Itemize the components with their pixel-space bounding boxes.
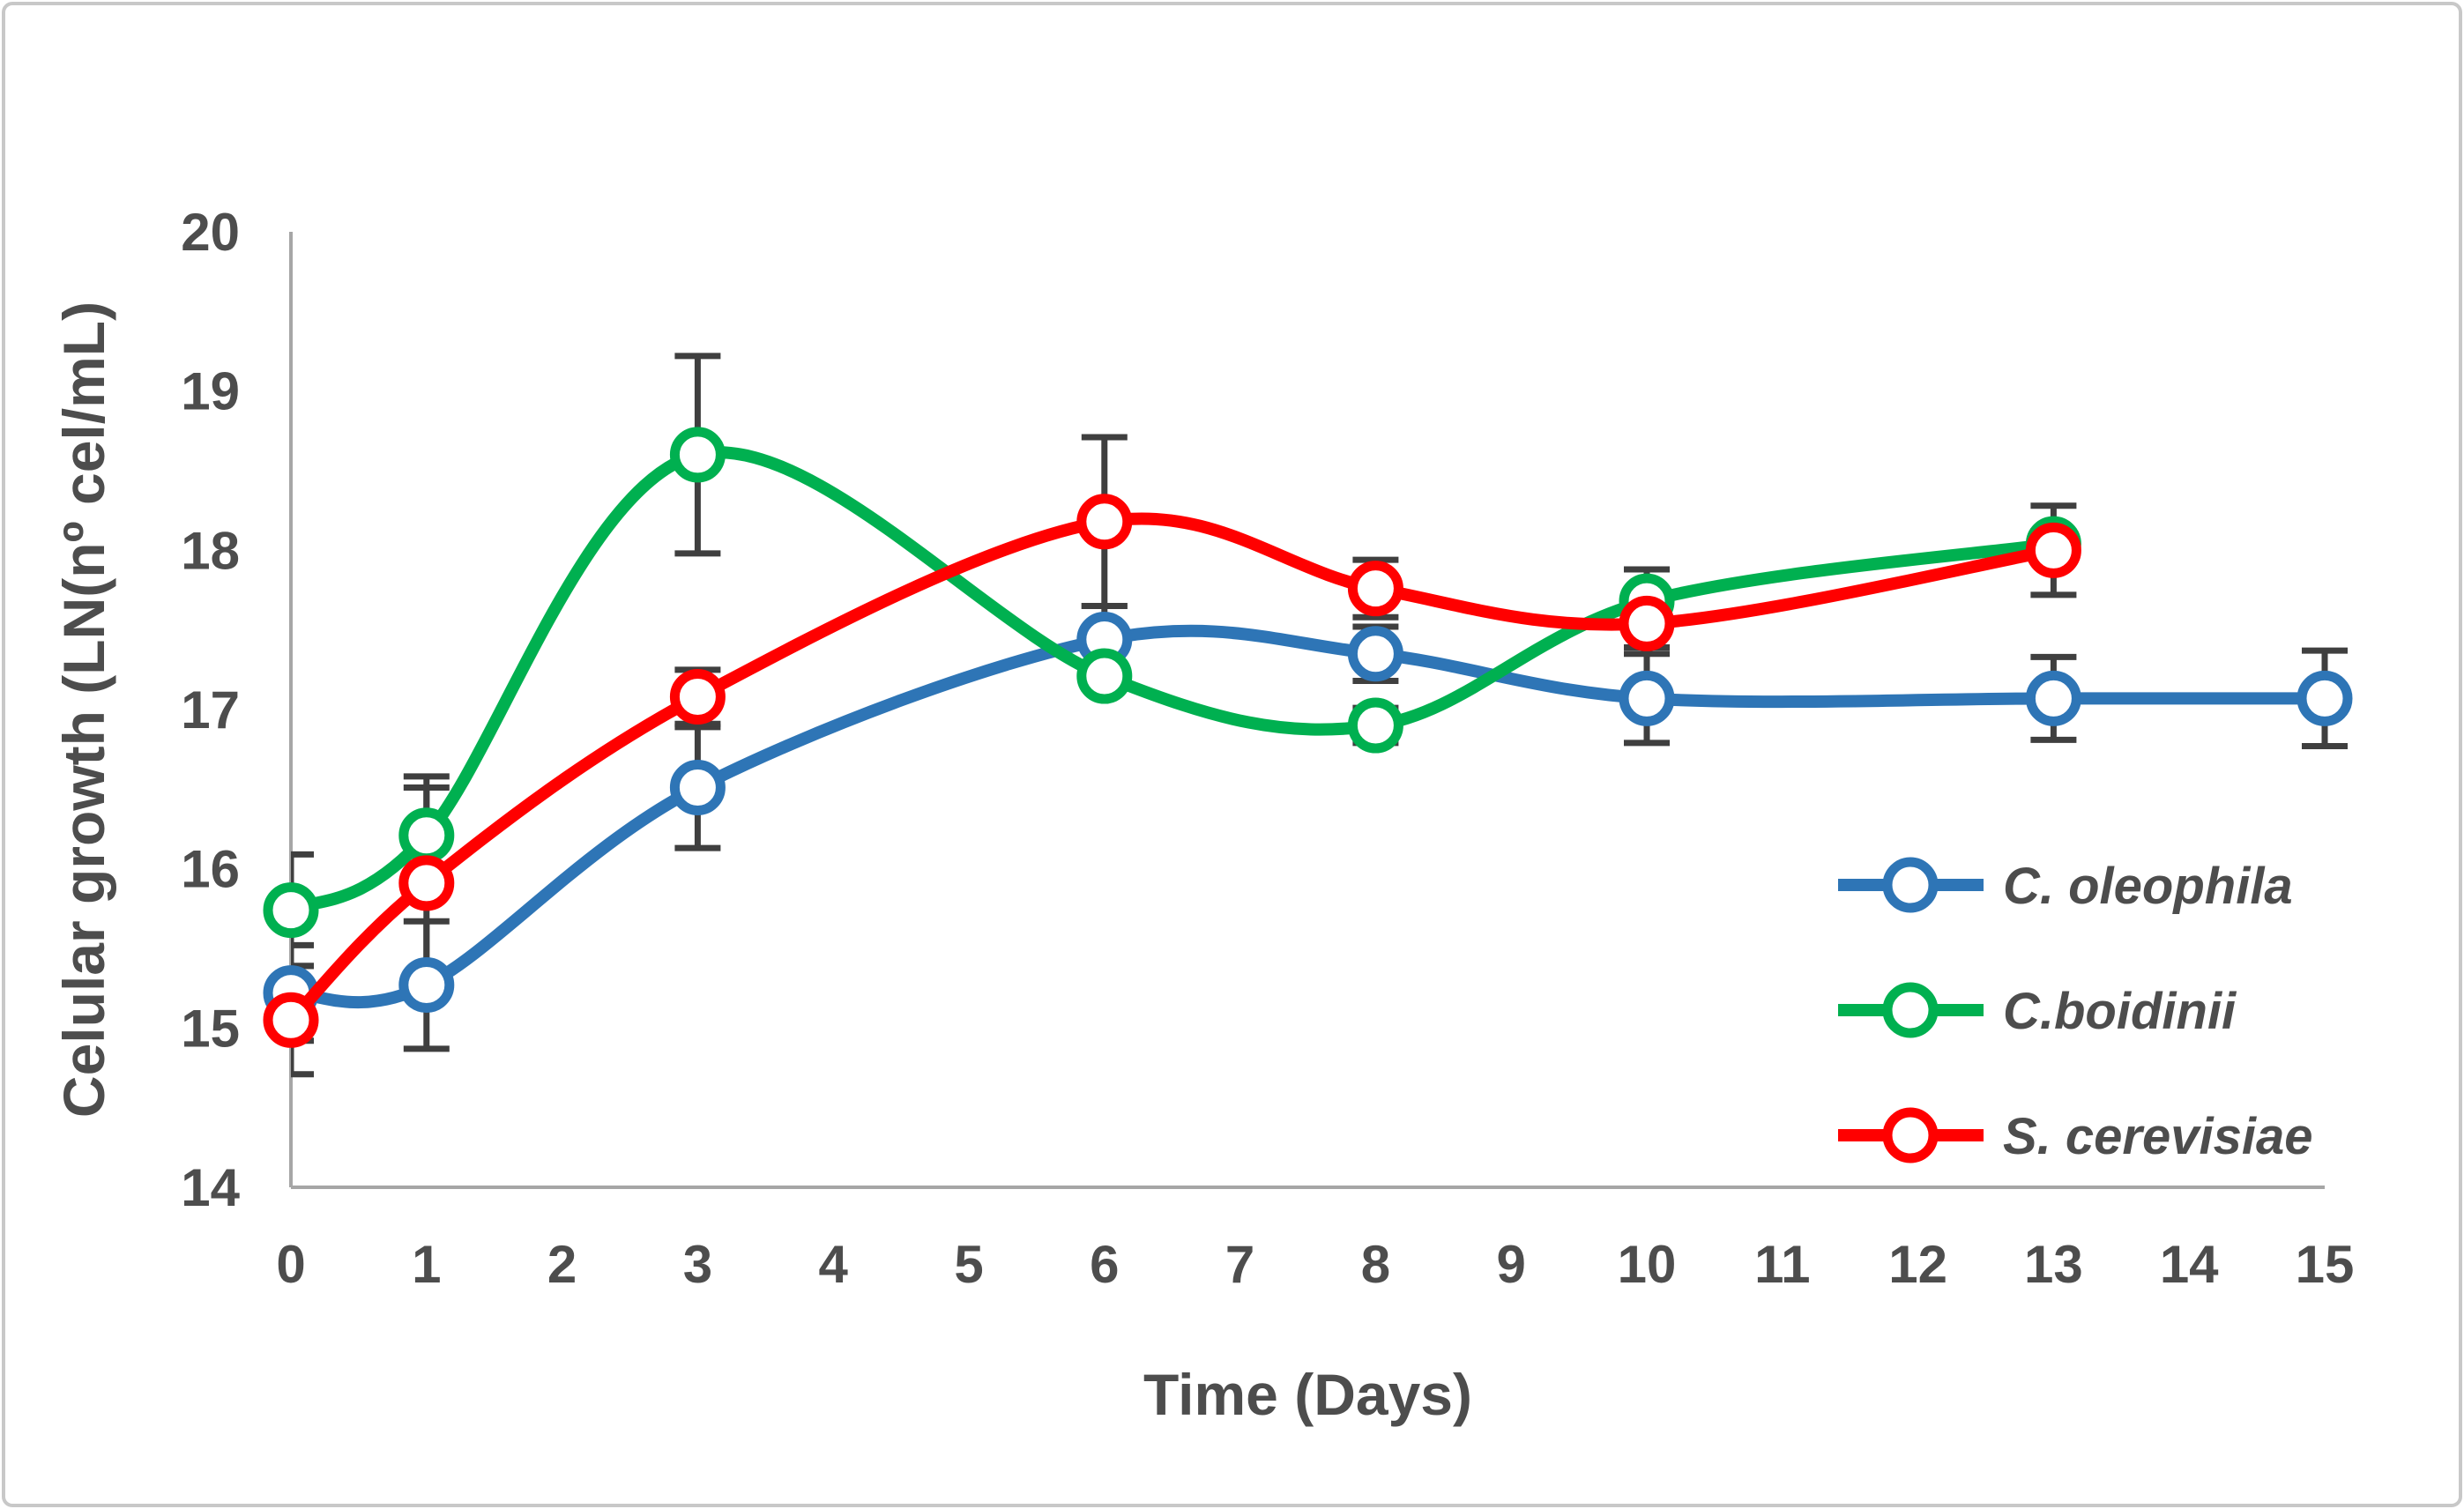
data-point-marker [1347,626,1403,682]
y-tick-label: 19 [181,362,240,421]
data-point-marker [669,669,726,725]
legend-marker-icon [1882,857,1939,913]
x-tick-label: 10 [1618,1235,1677,1294]
data-point-marker [1347,561,1403,617]
y-tick-label: 18 [181,521,240,580]
data-point-marker [669,760,726,816]
legend-item: S. cerevisiae [1838,1107,2313,1165]
data-point-marker [263,992,319,1048]
x-tick-label: 7 [1225,1235,1254,1294]
legend-item: C. oleophila [1838,857,2293,915]
data-point-marker [2025,522,2081,578]
x-tick-label: 14 [2160,1235,2219,1294]
x-tick-label: 1 [412,1235,441,1294]
x-tick-label: 0 [276,1235,305,1294]
legend-label: C.boidinii [2003,983,2237,1040]
legend-marker-icon [1882,982,1939,1038]
data-point-marker [669,427,726,483]
y-tick-label: 16 [181,840,240,899]
data-point-marker [2025,670,2081,726]
data-point-marker [1076,648,1133,704]
legend-label: C. oleophila [2003,858,2293,915]
x-tick-label: 2 [547,1235,577,1294]
x-tick-label: 15 [2296,1235,2355,1294]
data-point-marker [398,855,455,911]
x-tick-label: 8 [1361,1235,1390,1294]
series-s-cerevisiae [263,494,2081,1048]
x-tick-labels: 0 1 2 3 4 5 6 7 8 9 10 11 12 13 14 15 [276,1235,2354,1294]
data-point-marker [1347,697,1403,754]
x-axis-title: Time (Days) [1143,1362,1472,1427]
data-point-marker [398,957,455,1014]
data-point-marker [2297,670,2353,726]
data-point-marker [1619,670,1675,726]
data-point-marker [263,882,319,939]
x-tick-label: 12 [1888,1235,1947,1294]
x-tick-label: 11 [1754,1235,1810,1294]
y-tick-label: 15 [181,999,240,1058]
y-tick-label: 14 [181,1158,240,1217]
data-point-marker [1619,595,1675,651]
x-tick-label: 6 [1090,1235,1119,1294]
legend-label: S. cerevisiae [2003,1108,2313,1165]
x-tick-label: 13 [2024,1235,2083,1294]
legend-marker-icon [1882,1107,1939,1163]
legend-item: C.boidinii [1838,982,2237,1040]
x-tick-label: 4 [819,1235,849,1294]
y-axis-title: Celular growth (LN(nº cel/mL) [51,301,116,1118]
x-tick-label: 9 [1497,1235,1526,1294]
y-tick-labels: 14 15 16 17 18 19 20 [181,203,240,1217]
x-tick-label: 5 [954,1235,983,1294]
data-point-marker [398,807,455,864]
x-tick-label: 3 [683,1235,712,1294]
series-line [285,624,2331,1009]
y-tick-label: 17 [181,680,240,740]
legend: C. oleophila C.boidinii S. cerevisiae [1838,857,2313,1165]
error-bar [291,963,314,1078]
data-point-marker [1076,494,1133,550]
series-c-oleophila [263,611,2353,1022]
y-tick-label: 20 [181,203,240,262]
